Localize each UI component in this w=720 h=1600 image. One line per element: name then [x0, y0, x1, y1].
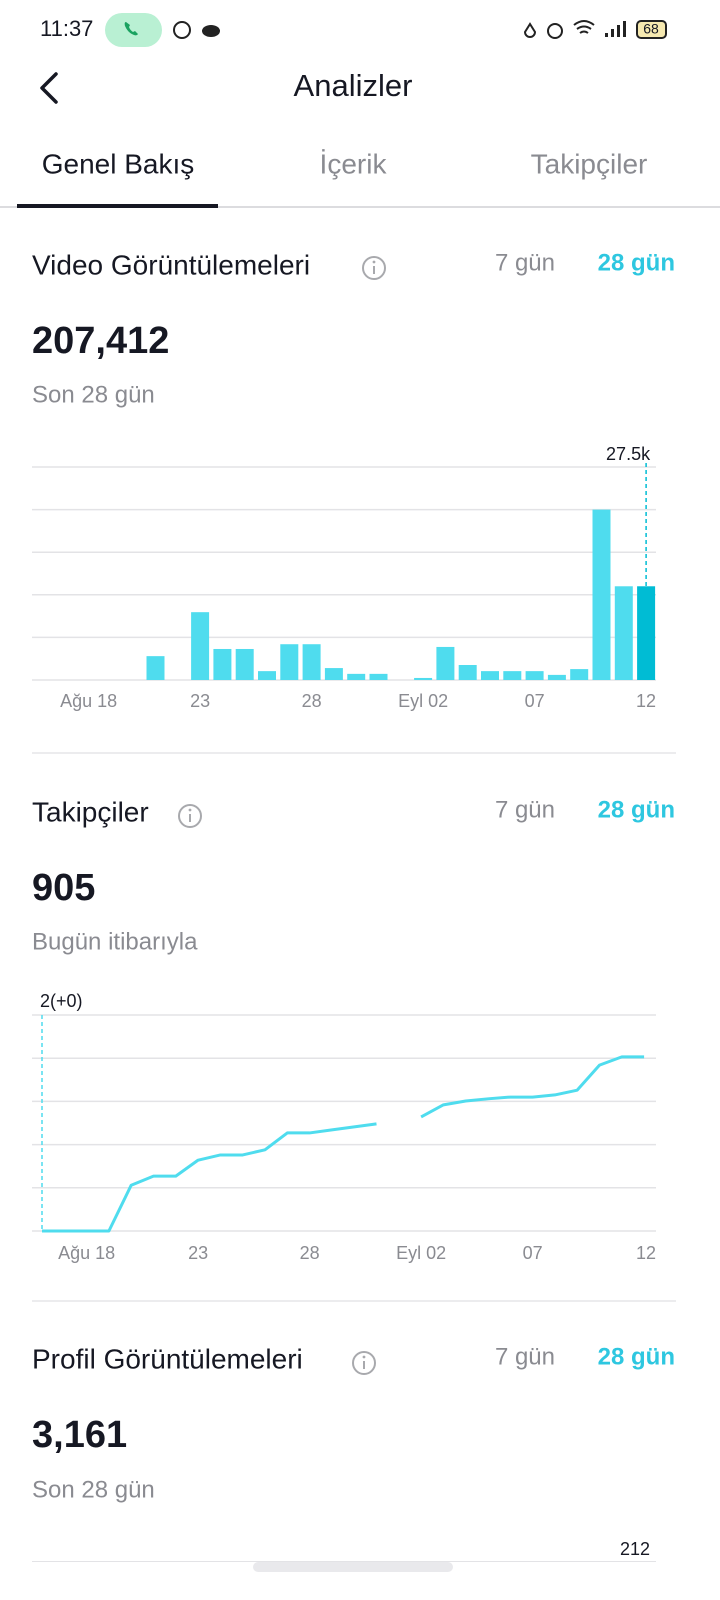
bar — [258, 671, 276, 680]
bar — [481, 671, 499, 680]
section-title: Takipçiler — [32, 796, 149, 827]
home-indicator — [253, 1562, 453, 1572]
section-title: Profil Görüntülemeleri — [32, 1343, 303, 1374]
bar — [637, 586, 656, 680]
line — [42, 1055, 645, 1233]
bar — [369, 673, 388, 680]
x-tick-label: 28 — [300, 1243, 320, 1263]
period: Son 28 gün — [32, 1476, 155, 1503]
info-icon[interactable] — [352, 1351, 376, 1375]
bar — [191, 612, 210, 680]
tab[interactable]: İçerik — [320, 148, 388, 179]
section-title: Video Görüntülemeleri — [32, 249, 310, 280]
phone-icon — [124, 22, 138, 36]
period: Son 28 gün — [32, 381, 155, 408]
app-icon — [202, 25, 220, 37]
bar — [235, 648, 254, 680]
range-28[interactable]: 28 gün — [598, 796, 675, 823]
x-tick-label: 23 — [190, 691, 210, 711]
x-tick-label: 28 — [302, 691, 322, 711]
bar — [347, 673, 366, 680]
period: Bugün itibarıyla — [32, 928, 198, 955]
bar — [614, 586, 633, 680]
back-button[interactable] — [40, 72, 58, 104]
bar — [570, 669, 589, 680]
info-icon[interactable] — [178, 804, 202, 828]
x-tick-label: Ağu 18 — [60, 691, 117, 711]
battery-level: 68 — [643, 21, 659, 37]
value-label: 27.5k — [606, 444, 651, 464]
drop-icon — [523, 22, 537, 38]
range-28[interactable]: 28 gün — [598, 1343, 675, 1370]
bar — [436, 646, 455, 680]
whatsapp-icon — [173, 21, 191, 39]
call-pill — [105, 13, 162, 47]
x-tick-label: Ağu 18 — [58, 1243, 115, 1263]
x-tick-label: 07 — [523, 1243, 543, 1263]
bar — [324, 668, 343, 680]
range-7[interactable]: 7 gün — [495, 796, 555, 823]
total: 207,412 — [32, 320, 169, 362]
grid-line — [32, 1561, 656, 1562]
tab[interactable]: Genel Bakış — [42, 148, 195, 179]
range-7[interactable]: 7 gün — [495, 1343, 555, 1370]
bar — [213, 648, 232, 680]
bar — [547, 674, 566, 680]
bar — [414, 677, 433, 680]
bar — [302, 644, 321, 680]
tab[interactable]: Takipçiler — [531, 148, 648, 179]
page-title: Analizler — [294, 68, 413, 103]
section-divider — [32, 752, 676, 754]
total: 3,161 — [32, 1414, 127, 1456]
bar — [280, 644, 299, 680]
x-tick-label: Eyl 02 — [396, 1243, 446, 1263]
value-label: 2(+0) — [40, 991, 83, 1011]
wifi-icon — [573, 20, 595, 34]
battery — [636, 20, 667, 39]
x-tick-label: 12 — [636, 691, 656, 711]
bar — [592, 509, 611, 680]
chart-value-label: 212 — [620, 1539, 650, 1559]
info-icon[interactable] — [362, 256, 386, 280]
alarm-icon — [547, 23, 563, 39]
bar — [503, 671, 522, 680]
bar — [146, 656, 165, 680]
signal-icon — [605, 21, 626, 37]
x-tick-label: 07 — [525, 691, 545, 711]
tab-indicator — [17, 204, 218, 208]
bar — [458, 665, 477, 680]
bar — [525, 671, 544, 680]
x-tick-label: Eyl 02 — [398, 691, 448, 711]
total: 905 — [32, 867, 95, 909]
x-tick-label: 12 — [636, 1243, 656, 1263]
tab-divider — [0, 206, 720, 208]
status-time: 11:37 — [40, 16, 93, 41]
range-28[interactable]: 28 gün — [598, 249, 675, 276]
range-7[interactable]: 7 gün — [495, 249, 555, 276]
x-tick-label: 23 — [188, 1243, 208, 1263]
section-divider — [32, 1300, 676, 1302]
